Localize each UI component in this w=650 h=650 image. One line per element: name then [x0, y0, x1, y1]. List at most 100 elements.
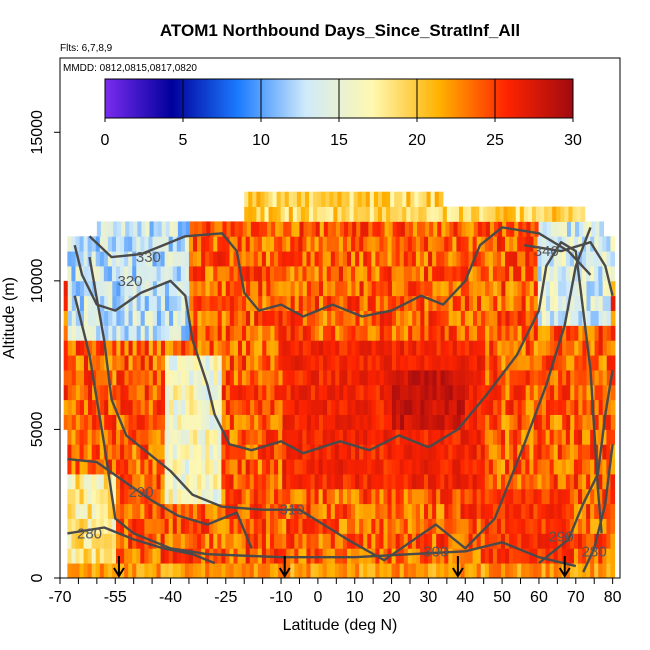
y-axis-label: Altitude (m): [1, 277, 18, 359]
heat-cell: [578, 325, 584, 341]
heat-cell: [116, 325, 122, 341]
heat-cell: [460, 474, 466, 490]
heat-cell: [71, 280, 77, 297]
heat-cell: [554, 414, 559, 430]
heat-cell: [282, 444, 287, 460]
heat-cell: [266, 325, 271, 341]
heat-cell: [481, 399, 486, 415]
heat-cell: [410, 191, 416, 207]
heat-cell: [489, 384, 494, 401]
heat-cell: [550, 280, 555, 297]
heat-cell: [197, 444, 202, 460]
heat-cell: [363, 414, 369, 430]
heat-cell: [306, 384, 312, 401]
heat-cell: [274, 459, 279, 475]
heat-cell: [294, 280, 300, 297]
heat-cell: [610, 429, 616, 445]
heat-cell: [473, 340, 478, 356]
heat-cell: [221, 429, 227, 445]
heat-cell: [249, 444, 255, 460]
heat-cell: [322, 533, 328, 549]
heat-cell: [436, 488, 441, 505]
heat-cell: [152, 384, 158, 401]
heat-cell: [428, 384, 434, 401]
heat-cell: [573, 548, 579, 564]
heat-cell: [99, 548, 105, 564]
heat-cell: [565, 444, 571, 460]
heat-cell: [331, 384, 336, 401]
heat-cell: [177, 414, 182, 430]
heat-cell: [201, 295, 207, 311]
heat-cell: [610, 251, 616, 267]
heat-cell: [317, 191, 322, 207]
heat-cell: [334, 474, 340, 490]
heat-cell: [209, 251, 214, 267]
heat-cell: [284, 206, 290, 222]
heat-cell: [441, 221, 446, 237]
heat-cell: [375, 518, 381, 534]
heat-cell: [257, 488, 263, 505]
heat-cell: [444, 548, 449, 564]
heat-cell: [408, 370, 413, 386]
heat-cell: [549, 429, 555, 445]
heat-cell: [391, 459, 397, 475]
x-tick-label: 70: [567, 589, 585, 606]
heat-cell: [549, 459, 555, 475]
heat-cell: [165, 384, 170, 401]
heat-cell: [189, 399, 194, 415]
heat-cell: [391, 518, 397, 534]
heat-cell: [254, 295, 259, 311]
heat-cell: [327, 280, 332, 297]
heat-cell: [148, 503, 154, 519]
heat-cell: [136, 444, 141, 460]
heat-cell: [140, 459, 145, 475]
heat-cell: [488, 429, 494, 445]
heat-cell: [488, 474, 494, 490]
heat-cell: [116, 444, 121, 460]
heat-cell: [103, 266, 109, 282]
heat-cell: [432, 384, 438, 401]
heat-cell: [116, 488, 121, 505]
heat-cell: [156, 236, 162, 252]
heat-cell: [266, 399, 271, 415]
heat-cell: [476, 548, 482, 564]
heat-cell: [132, 266, 137, 282]
heat-cell: [310, 384, 316, 401]
heat-cell: [578, 355, 584, 371]
heat-cell: [108, 370, 113, 386]
heat-cell: [505, 295, 511, 311]
heat-cell: [331, 325, 336, 341]
heat-cell: [452, 474, 458, 490]
heat-cell: [573, 488, 579, 505]
heat-cell: [258, 325, 263, 341]
heat-cell: [537, 251, 543, 267]
heat-cell: [164, 444, 170, 460]
heat-cell: [460, 459, 466, 475]
heat-cell: [254, 280, 259, 297]
heat-cell: [573, 459, 579, 475]
heat-cell: [428, 459, 433, 475]
heat-cell: [87, 488, 93, 505]
heat-cell: [338, 236, 344, 252]
heat-cell: [323, 384, 328, 401]
heat-cell: [472, 488, 478, 505]
heat-cell: [201, 325, 207, 341]
heat-cell: [140, 325, 146, 341]
heat-cell: [286, 325, 292, 341]
heat-cell: [63, 355, 69, 371]
heat-cell: [377, 191, 383, 207]
heat-cell: [476, 563, 482, 578]
heat-cell: [602, 474, 607, 490]
heat-cell: [132, 310, 138, 326]
heat-cell: [395, 444, 401, 460]
heat-cell: [351, 280, 357, 297]
heat-cell: [517, 444, 522, 460]
heat-cell: [148, 355, 154, 371]
heat-cell: [533, 280, 539, 297]
heat-cell: [274, 384, 280, 401]
heat-cell: [379, 474, 385, 490]
heat-cell: [606, 340, 612, 356]
heat-cell: [357, 191, 363, 207]
heat-cell: [176, 444, 182, 460]
heat-cell: [578, 236, 583, 252]
